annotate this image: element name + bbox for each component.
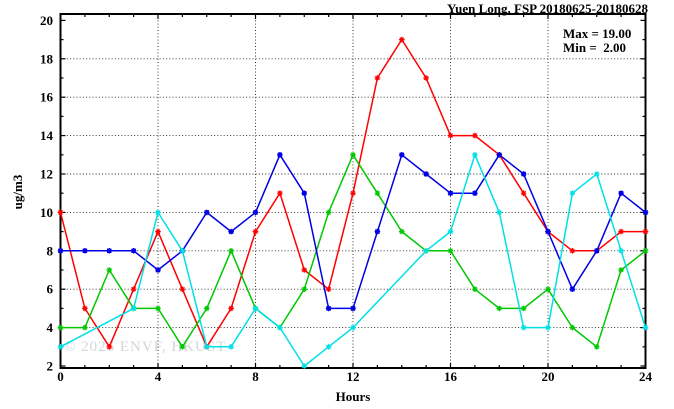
y-axis-label: ug/m3 [10,174,25,210]
x-tick-label: 20 [542,369,555,384]
stat-max-label: Max = 19.00 [563,26,632,41]
x-axis-label: Hours [335,389,371,404]
y-tick-label: 2 [47,359,54,374]
y-tick-label: 20 [40,13,53,28]
y-tick-label: 12 [40,167,53,182]
x-tick-label: 4 [155,369,162,384]
y-tick-label: 8 [47,243,54,258]
x-tick-label: 12 [347,369,360,384]
y-tick-label: 6 [47,282,54,297]
x-tick-label: 8 [252,369,259,384]
y-tick-label: 10 [40,205,53,220]
x-tick-label: 16 [444,369,458,384]
x-tick-label: 24 [639,369,653,384]
x-tick-label: 0 [57,369,64,384]
y-tick-label: 18 [40,51,54,66]
chart-title: Yuen Long, FSP 20180625-20180628 [446,1,648,16]
y-tick-label: 16 [40,90,54,105]
y-tick-label: 14 [40,128,54,143]
series-markers-cyan [57,152,649,369]
stat-min-label: Min = 2.00 [563,40,627,55]
y-tick-label: 4 [47,320,54,335]
